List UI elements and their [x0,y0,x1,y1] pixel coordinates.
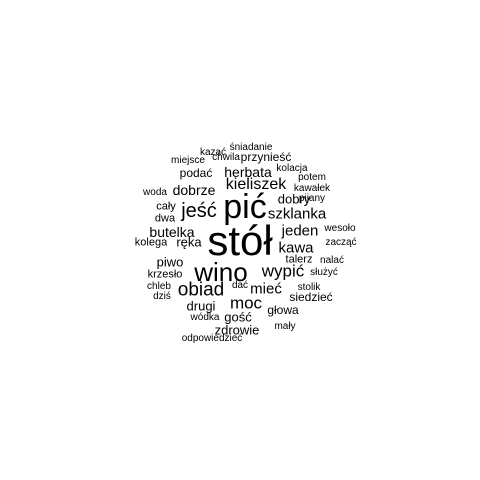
word-zdrowie: zdrowie [214,322,260,338]
word-pic: pić [223,188,267,226]
word-pijany: pijany [298,193,326,204]
word-kolega: kolega [134,236,168,249]
word-kolacja: kolacja [276,163,308,174]
word-kazac: kazać [199,147,227,158]
word-gosc: gość [224,309,252,325]
word-wodka: wódka [190,312,220,323]
word-drugi: drugi [186,298,216,314]
word-dzis: dziś [153,291,171,302]
word-kieliszek: kieliszek [225,176,287,193]
word-dwa: dwa [154,212,176,225]
word-reka: ręka [176,234,202,250]
word-sluzyc: służyć [310,267,338,278]
word-dac: dać [231,280,249,291]
word-dobry: dobry [277,191,311,207]
word-stolik: stolik [297,282,321,293]
word-podac: podać [179,166,213,180]
word-wino: wino [194,257,248,287]
word-jesc: jeść [181,200,217,222]
word-przyniesc: przynieść [240,150,292,164]
word-kawa: kawa [278,239,314,257]
word-zaczac: zacząć [325,237,357,248]
word-chleb: chleb [147,281,171,292]
word-kawalek: kawałek [293,183,331,194]
word-dobrze: dobrze [172,182,216,198]
word-nalac: nalać [320,255,344,266]
word-odpowiedziec: odpowiedzieć [181,333,243,344]
word-maly: mały [274,321,296,332]
word-potem: potem [298,172,326,183]
word-jeden: jeden [281,222,319,240]
word-siedziec: siedzieć [289,290,333,304]
word-stol: stół [207,217,273,264]
word-miec: mieć [250,280,282,298]
word-woda: woda [143,187,167,198]
word-talerz: talerz [285,253,313,266]
word-glowa: głowa [267,303,299,317]
word-herbata: herbata [224,164,272,180]
word-piwo: piwo [156,254,184,270]
word-sniadanie: śniadanie [229,142,273,153]
word-krzeslo: krzesło [147,268,183,281]
word-obiad: obiad [177,279,225,301]
word-caly: cały [156,200,176,213]
word-butelka: butelka [149,224,195,240]
word-szklanka: szklanka [267,205,327,223]
word-wesolo: wesoło [324,223,356,234]
word-moc: moc [229,293,263,313]
word-chwila: chwila [212,152,240,163]
word-miejsce: miejsce [171,155,205,166]
word-wypic: wypić [261,261,305,281]
